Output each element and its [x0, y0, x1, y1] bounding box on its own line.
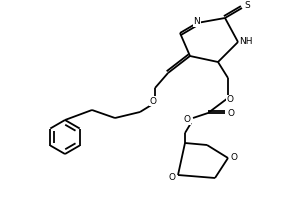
Text: O: O	[184, 116, 190, 124]
Text: O: O	[227, 108, 235, 117]
Text: O: O	[230, 154, 238, 162]
Text: S: S	[244, 1, 250, 10]
Text: O: O	[226, 96, 233, 104]
Text: O: O	[169, 172, 176, 182]
Text: N: N	[194, 18, 200, 26]
Text: O: O	[149, 97, 157, 106]
Text: NH: NH	[239, 38, 253, 46]
